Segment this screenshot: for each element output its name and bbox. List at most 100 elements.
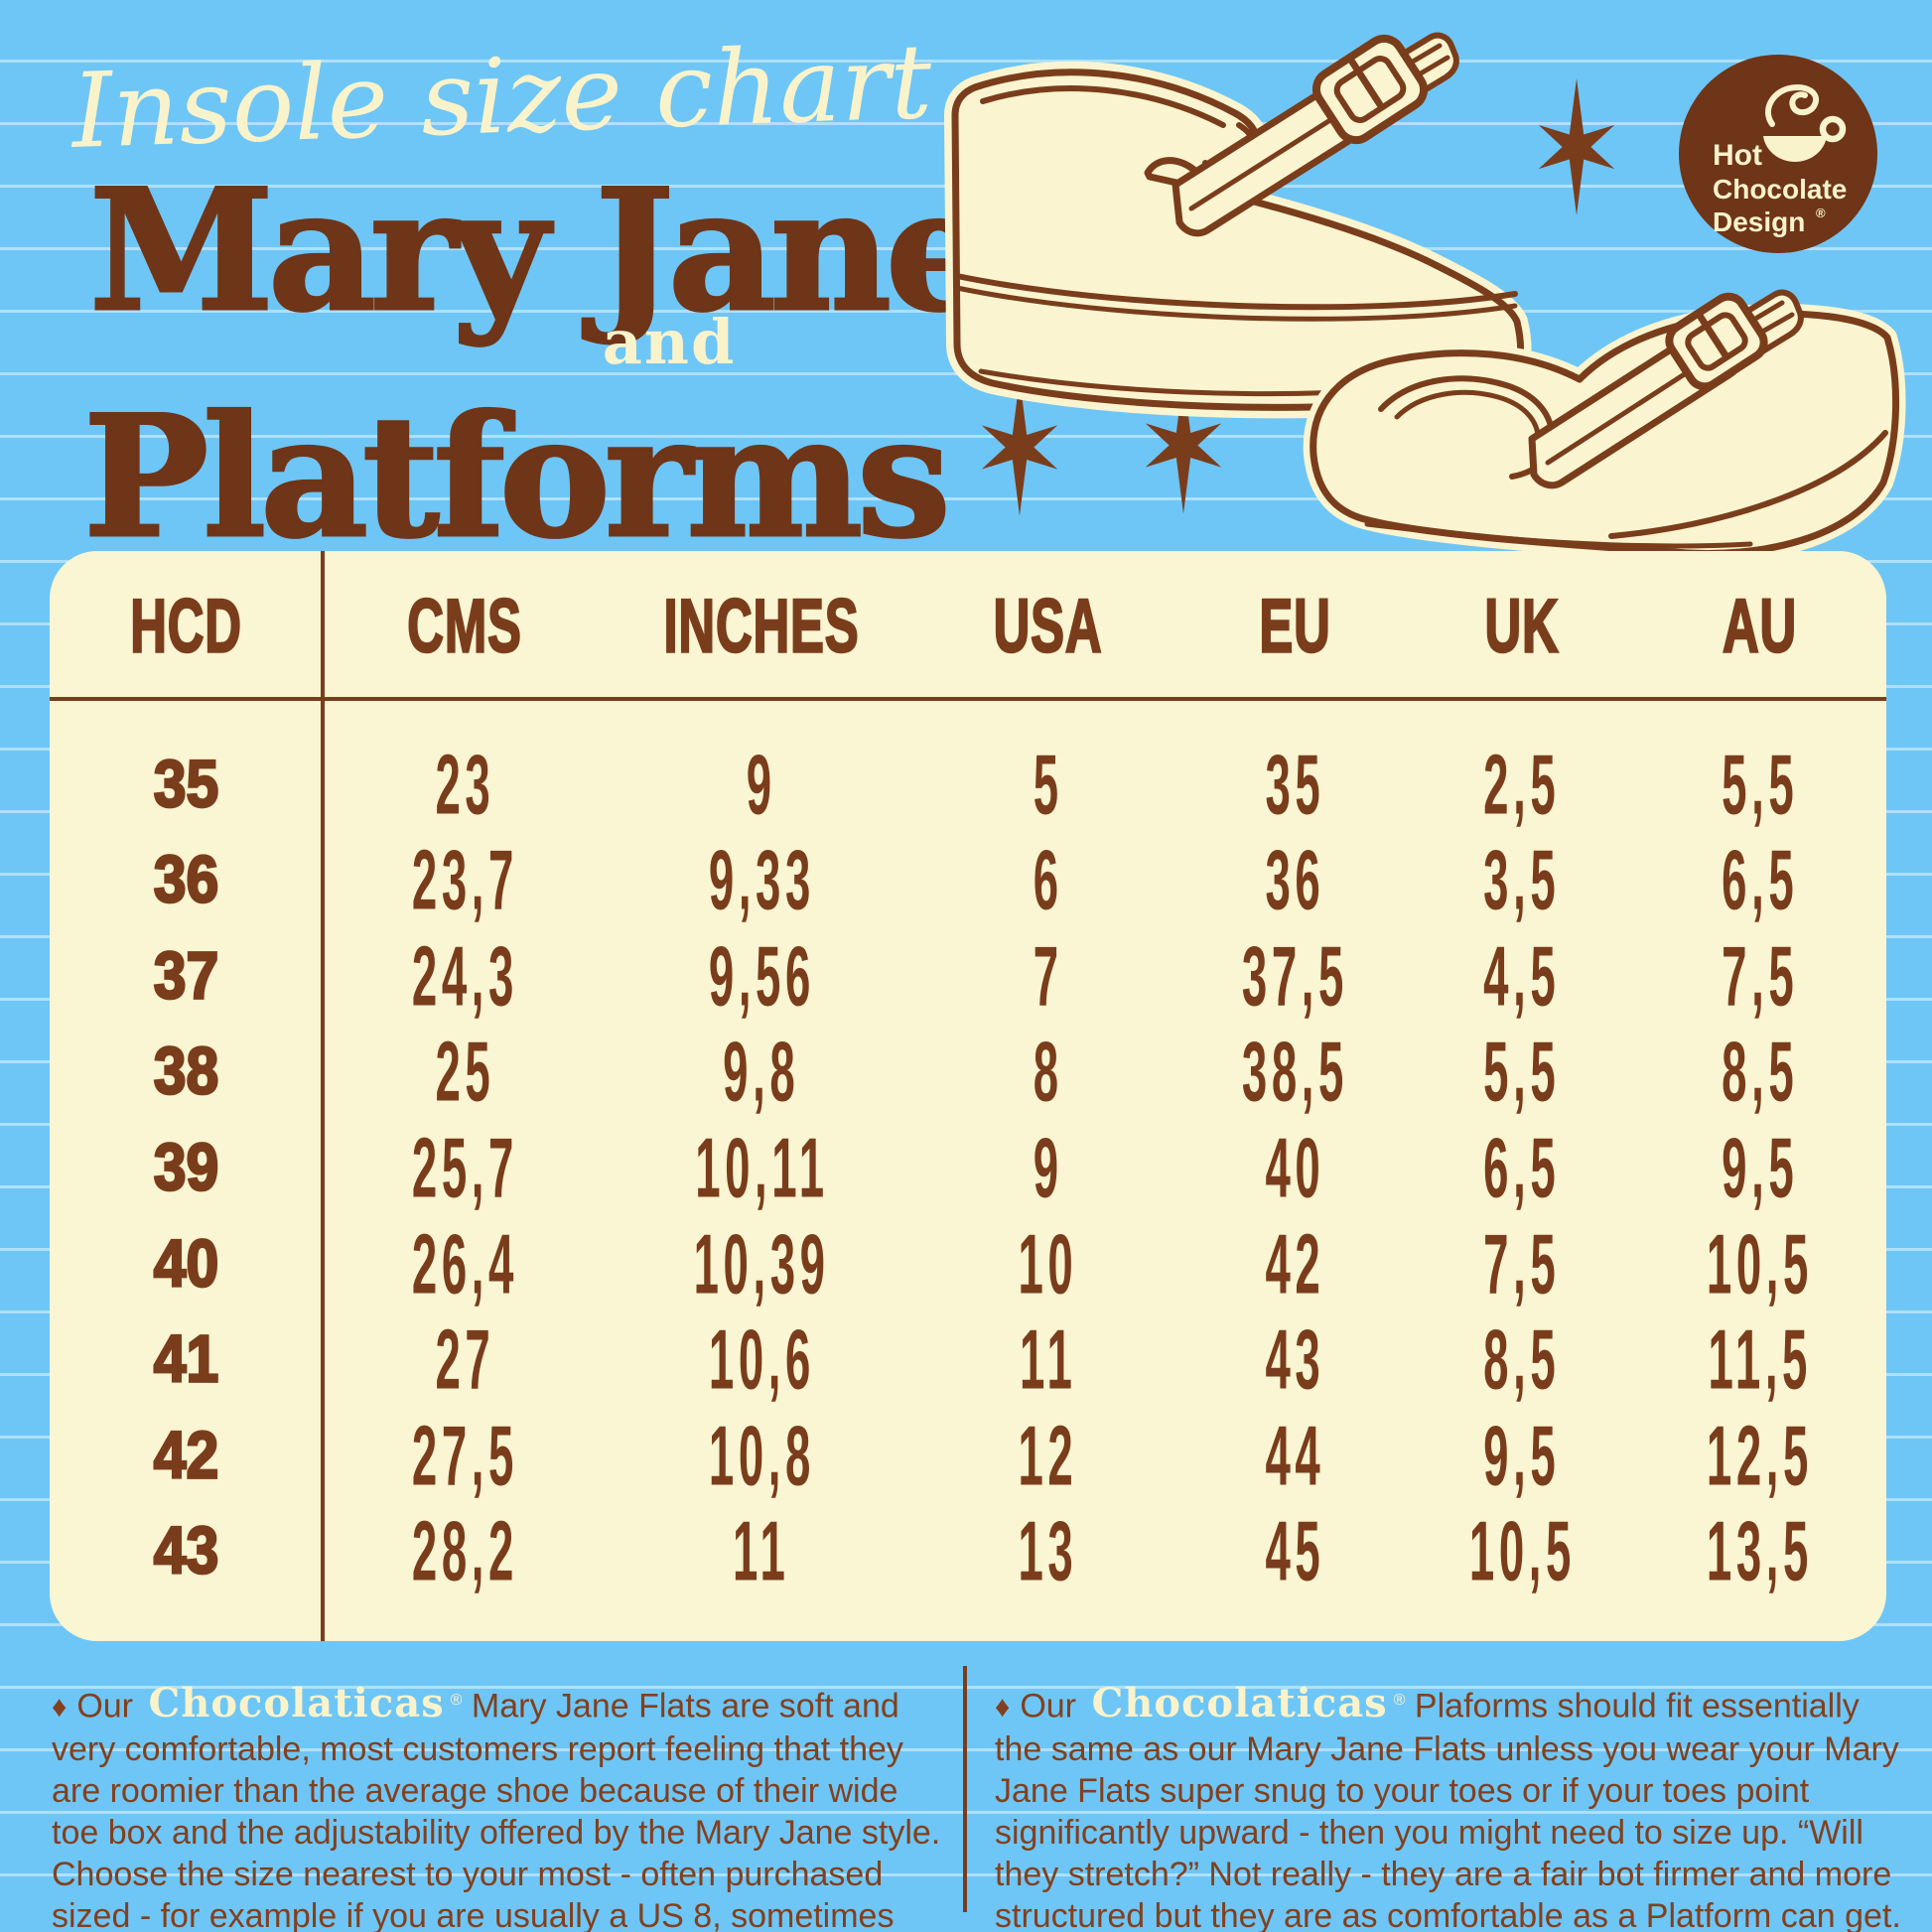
size-value: 9 [747, 737, 776, 832]
column-header: EU [1259, 584, 1331, 670]
size-value: 5 [1033, 737, 1063, 832]
logo-text-line2: Chocolate [1713, 174, 1847, 205]
logo-text-line3: Design [1713, 207, 1805, 237]
size-value: 10,5 [1707, 1216, 1813, 1311]
hcd-size-label: 41 [153, 1322, 220, 1397]
starburst-icon [1538, 77, 1615, 216]
size-value: 9,56 [708, 928, 815, 1024]
size-value: 8,5 [1483, 1311, 1561, 1407]
size-value: 24,3 [411, 928, 518, 1024]
size-value: 13 [1018, 1504, 1078, 1599]
size-value: 23,7 [411, 832, 518, 927]
footnote-divider-line [963, 1666, 967, 1912]
size-value: 25 [435, 1025, 494, 1120]
size-value: 10,5 [1468, 1504, 1576, 1599]
hcd-size-label: 35 [153, 747, 220, 822]
logo-text-line1: Hot [1713, 139, 1762, 172]
page-title-line2: Platforms [82, 378, 953, 575]
size-value: 27 [435, 1311, 494, 1407]
chocolaticas-brand-wordmark: Chocolaticas [148, 1680, 445, 1727]
size-value: 28,2 [411, 1504, 518, 1599]
footnote-platforms: ♦ Our Chocolaticas ® Plaforms should fit e… [995, 1680, 1904, 1932]
hcd-size-label: 37 [153, 938, 220, 1014]
size-value: 7,5 [1721, 928, 1799, 1024]
hcd-size-label: 38 [153, 1035, 220, 1110]
footnote-prefix: Our [76, 1687, 133, 1725]
size-value: 5,5 [1721, 737, 1799, 832]
page-title-and: and [602, 306, 737, 378]
brand-logo: Hot Chocolate Design ® [1679, 55, 1877, 253]
footnote-text: Mary Jane Flats are soft and very comfor… [52, 1687, 941, 1932]
size-value: 11,5 [1708, 1311, 1812, 1407]
hcd-size-label: 42 [153, 1418, 220, 1493]
size-value: 23 [435, 737, 494, 832]
size-value: 6,5 [1721, 832, 1799, 927]
column-header: USA [993, 584, 1103, 670]
hcd-column-divider-line [321, 551, 325, 1641]
size-value: 12,5 [1707, 1408, 1813, 1503]
hcd-size-label: 39 [153, 1131, 220, 1205]
size-value: 11 [1019, 1311, 1077, 1407]
size-value: 13,5 [1707, 1504, 1813, 1599]
hcd-size-label: 43 [153, 1514, 220, 1589]
diamond-bullet-icon: ♦ [52, 1691, 68, 1725]
column-header: HCD [129, 584, 242, 670]
size-value: 35 [1265, 737, 1325, 832]
size-value: 7,5 [1483, 1216, 1561, 1311]
size-value: 43 [1265, 1311, 1325, 1407]
diamond-bullet-icon: ♦ [995, 1691, 1011, 1725]
table-row: 36 23,7 9,33 6 36 3,5 6,5 [50, 833, 1886, 929]
size-value: 26,4 [411, 1216, 518, 1311]
size-value: 10,11 [694, 1120, 829, 1215]
size-value: 9,5 [1721, 1120, 1799, 1215]
hot-chocolate-cup-icon [1763, 84, 1847, 162]
size-value: 7 [1033, 928, 1063, 1024]
size-value: 10,8 [708, 1408, 815, 1503]
size-value: 38,5 [1242, 1025, 1348, 1120]
hcd-size-label: 40 [153, 1226, 220, 1302]
chocolaticas-brand-wordmark: Chocolaticas [1091, 1680, 1388, 1727]
logo-registered-mark: ® [1816, 206, 1826, 220]
mary-jane-flat-illustration [1303, 289, 1906, 564]
size-value: 11 [733, 1504, 790, 1599]
size-value: 2,5 [1483, 737, 1561, 832]
size-value: 9,33 [708, 832, 815, 927]
size-value: 10,6 [708, 1311, 815, 1407]
size-value: 10,39 [693, 1216, 830, 1311]
size-value: 9 [1033, 1120, 1063, 1215]
size-chart-table: HCD CMS INCHES USA EU UK AU 35 23 9 5 35 2,5 5,5 36 23… [50, 551, 1886, 1641]
size-value: 4,5 [1483, 928, 1561, 1024]
table-row: 39 25,7 10,11 9 40 6,5 9,5 [50, 1120, 1886, 1216]
page-title-line1: Mary Jane [88, 152, 994, 348]
size-value: 37,5 [1242, 928, 1348, 1024]
size-value: 8 [1033, 1025, 1063, 1120]
size-value: 6,5 [1483, 1120, 1561, 1215]
hcd-size-label: 36 [153, 843, 220, 917]
size-value: 9,5 [1483, 1408, 1561, 1503]
column-header: UK [1484, 584, 1560, 670]
size-value: 44 [1265, 1408, 1325, 1503]
table-header-row: HCD CMS INCHES USA EU UK AU [50, 577, 1886, 676]
footnote-mary-jane: ♦ Our Chocolaticas ® Mary Jane Flats are s… [52, 1680, 953, 1932]
platform-shoe-illustration [944, 32, 1532, 419]
column-header: INCHES [663, 584, 860, 670]
size-value: 9,8 [723, 1025, 800, 1120]
size-value: 3,5 [1483, 832, 1561, 927]
size-value: 42 [1265, 1216, 1325, 1311]
header-divider-line [50, 697, 1886, 701]
table-row: 37 24,3 9,56 7 37,5 4,5 7,5 [50, 928, 1886, 1025]
table-row: 41 27 10,6 11 43 8,5 11,5 [50, 1312, 1886, 1409]
page-subtitle-script: Insole size chart [69, 20, 934, 172]
size-value: 45 [1265, 1504, 1325, 1599]
size-value: 6 [1033, 832, 1063, 927]
table-row: 40 26,4 10,39 10 42 7,5 10,5 [50, 1216, 1886, 1312]
footnote-prefix: Our [1020, 1687, 1076, 1725]
size-value: 8,5 [1721, 1025, 1799, 1120]
footnote-text: Plaforms should fit essentially the same… [995, 1687, 1901, 1932]
starburst-icon [1145, 376, 1222, 514]
registered-mark: ® [450, 1692, 463, 1709]
size-value: 12 [1018, 1408, 1078, 1503]
table-row: 38 25 9,8 8 38,5 5,5 8,5 [50, 1025, 1886, 1121]
column-header: CMS [406, 584, 522, 670]
